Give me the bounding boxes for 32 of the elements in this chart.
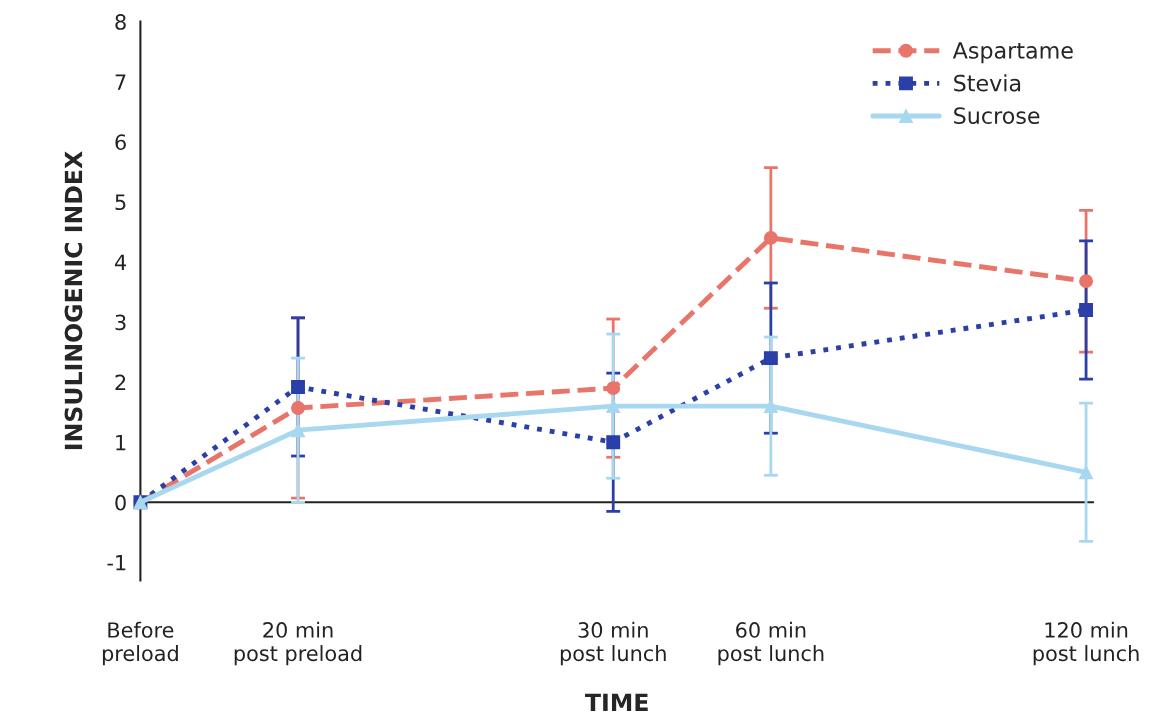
point [763, 399, 778, 414]
x-tick-label: 30 min post lunch [560, 621, 666, 666]
y-tick-label: 0 [115, 494, 126, 511]
y-tick-label: 8 [115, 14, 126, 30]
point [1079, 303, 1094, 317]
x-tick-label: 60 min post lunch [718, 621, 824, 666]
point [763, 351, 778, 366]
x-axis-title: TIME [585, 693, 648, 711]
point [606, 399, 621, 414]
x-tick-label: 20 min post preload [234, 621, 362, 666]
point [291, 379, 305, 394]
y-axis-title: INSULINOGENIC INDEX [64, 151, 83, 450]
x-tick-label: Before preload [102, 621, 178, 666]
y-tick-label: 2 [115, 374, 126, 391]
y-tick-label: 6 [115, 134, 126, 151]
point [291, 423, 305, 438]
point [1079, 274, 1094, 289]
point [1079, 465, 1094, 480]
y-tick-label: 3 [115, 314, 126, 331]
y-tick-label: -1 [107, 555, 126, 571]
y-tick-label: 7 [115, 74, 126, 90]
legend-label: Sucrose [954, 107, 1040, 125]
y-tick-label: 5 [115, 194, 126, 211]
point [291, 401, 305, 415]
point [606, 435, 621, 450]
point [763, 230, 778, 245]
legend-label: Aspartame [952, 42, 1073, 64]
y-tick-label: 4 [114, 254, 127, 270]
y-tick-label: 1 [116, 434, 126, 451]
x-tick-label: 120 min post lunch [1033, 621, 1139, 666]
point [606, 381, 621, 396]
legend-label: Stevia [954, 74, 1021, 92]
